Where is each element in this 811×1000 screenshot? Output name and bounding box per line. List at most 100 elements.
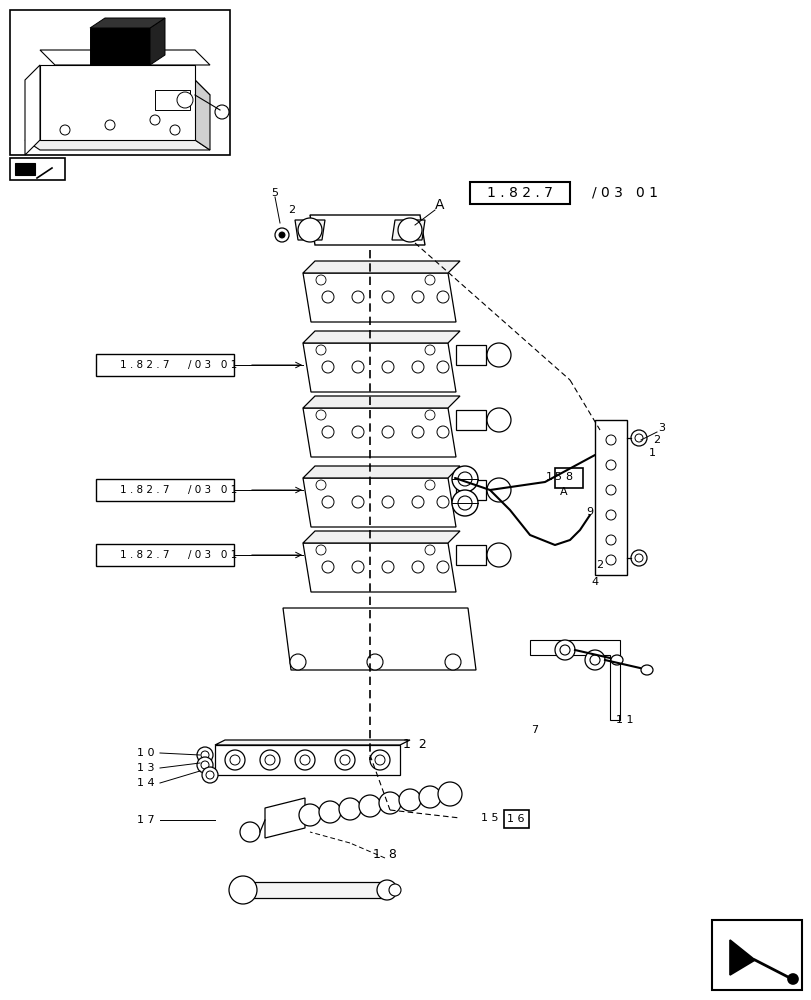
Text: 1 3: 1 3 [137, 763, 155, 773]
Text: A: A [435, 198, 444, 212]
Circle shape [487, 343, 510, 367]
Circle shape [584, 650, 604, 670]
Polygon shape [530, 640, 620, 720]
Polygon shape [310, 215, 424, 245]
Bar [456, 410, 486, 430]
Bar [594, 420, 626, 575]
Text: 1 1: 1 1 [616, 715, 633, 725]
Polygon shape [303, 478, 456, 527]
Text: 1: 1 [545, 472, 551, 482]
Text: 2: 2 [596, 560, 603, 570]
Circle shape [411, 291, 423, 303]
Circle shape [424, 275, 435, 285]
Circle shape [554, 640, 574, 660]
Circle shape [411, 496, 423, 508]
Text: A: A [560, 487, 567, 497]
Text: 1 5: 1 5 [481, 813, 498, 823]
Polygon shape [294, 220, 324, 240]
Circle shape [275, 228, 289, 242]
Circle shape [411, 426, 423, 438]
Circle shape [358, 795, 380, 817]
Polygon shape [303, 396, 460, 408]
Circle shape [322, 361, 333, 373]
Circle shape [436, 496, 448, 508]
Text: 1  2: 1 2 [402, 738, 427, 752]
Circle shape [201, 751, 208, 759]
Text: 1 . 8 2 . 7: 1 . 8 2 . 7 [120, 550, 169, 560]
Bar [456, 345, 486, 365]
Circle shape [279, 232, 285, 238]
Circle shape [351, 291, 363, 303]
Circle shape [605, 435, 616, 445]
Circle shape [381, 361, 393, 373]
Circle shape [169, 125, 180, 135]
Polygon shape [303, 261, 460, 273]
Ellipse shape [640, 665, 652, 675]
Circle shape [340, 755, 350, 765]
Circle shape [351, 496, 363, 508]
Text: 1 . 8 2 . 7: 1 . 8 2 . 7 [120, 360, 169, 370]
Circle shape [457, 496, 471, 510]
Polygon shape [303, 466, 460, 478]
Circle shape [436, 426, 448, 438]
Circle shape [424, 410, 435, 420]
Circle shape [315, 545, 325, 555]
Circle shape [436, 561, 448, 573]
Circle shape [590, 655, 599, 665]
Polygon shape [40, 50, 210, 65]
Circle shape [335, 750, 354, 770]
Polygon shape [303, 543, 456, 592]
Circle shape [605, 555, 616, 565]
Ellipse shape [610, 655, 622, 665]
Bar [155, 90, 190, 110]
Circle shape [202, 767, 217, 783]
Polygon shape [40, 80, 210, 95]
Text: 1  8: 1 8 [372, 848, 397, 861]
Circle shape [351, 561, 363, 573]
Text: 2: 2 [288, 205, 295, 215]
Circle shape [150, 115, 160, 125]
Circle shape [225, 750, 245, 770]
Bar [504, 810, 528, 828]
Polygon shape [90, 18, 165, 28]
Circle shape [424, 480, 435, 490]
Polygon shape [195, 80, 210, 150]
Polygon shape [90, 28, 150, 65]
Circle shape [457, 472, 471, 486]
Bar [96, 479, 234, 501]
Bar [711, 920, 801, 990]
Circle shape [487, 543, 510, 567]
Bar [456, 545, 486, 565]
Circle shape [437, 782, 461, 806]
Circle shape [605, 485, 616, 495]
Circle shape [381, 561, 393, 573]
Polygon shape [729, 940, 754, 975]
Circle shape [605, 460, 616, 470]
Circle shape [381, 426, 393, 438]
Circle shape [260, 750, 280, 770]
Text: 1 6: 1 6 [507, 814, 524, 824]
Circle shape [379, 792, 401, 814]
Text: 7: 7 [530, 725, 538, 735]
Circle shape [411, 361, 423, 373]
Circle shape [206, 771, 214, 779]
Text: / 0 3   0 1: / 0 3 0 1 [591, 186, 657, 200]
Text: / 0 3   0 1: / 0 3 0 1 [188, 485, 238, 495]
Circle shape [397, 218, 422, 242]
Circle shape [436, 291, 448, 303]
Circle shape [424, 345, 435, 355]
Bar [96, 354, 234, 376]
Circle shape [322, 426, 333, 438]
Text: 4: 4 [590, 577, 598, 587]
Text: 1 . 8 2 . 7: 1 . 8 2 . 7 [487, 186, 552, 200]
Circle shape [487, 478, 510, 502]
Circle shape [299, 755, 310, 765]
Circle shape [229, 876, 257, 904]
Text: 3: 3 [658, 423, 665, 433]
Circle shape [264, 755, 275, 765]
Circle shape [376, 880, 397, 900]
Circle shape [60, 125, 70, 135]
Bar [470, 182, 569, 204]
Circle shape [322, 561, 333, 573]
Circle shape [240, 822, 260, 842]
